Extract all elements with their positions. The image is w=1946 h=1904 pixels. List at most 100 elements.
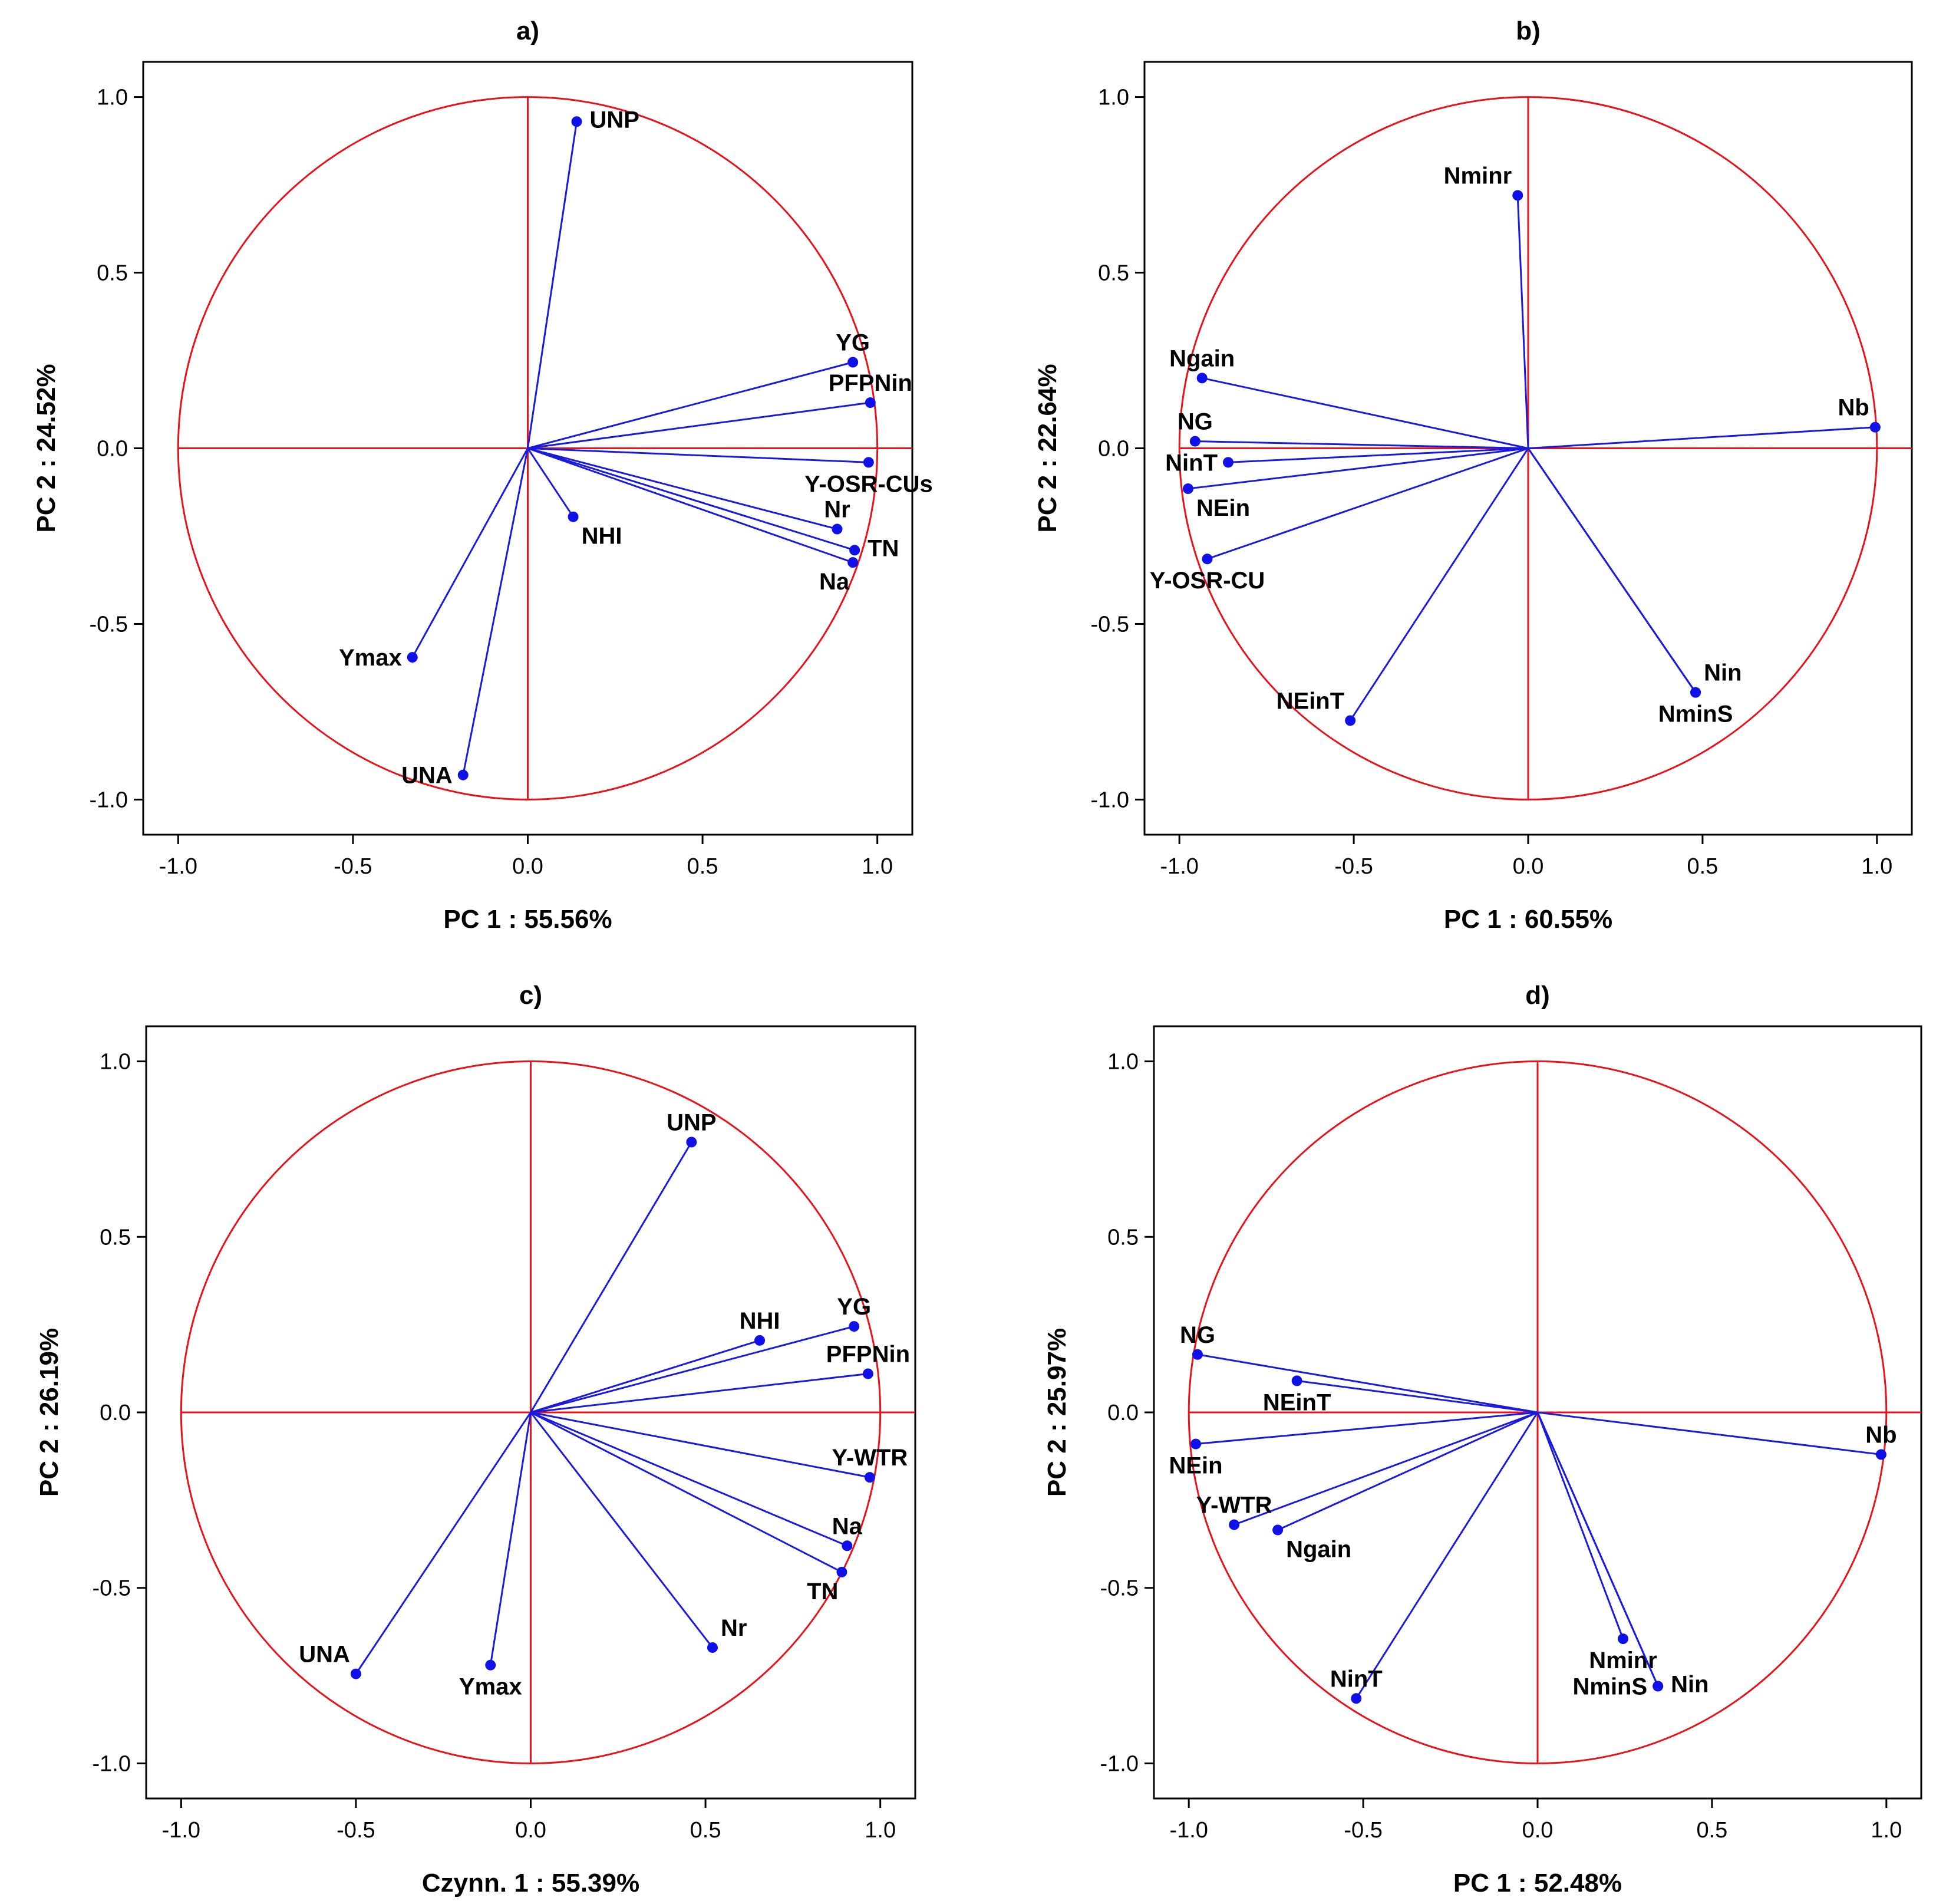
variable-label: Nb xyxy=(1838,395,1869,421)
x-tick-label: 1.0 xyxy=(862,854,893,879)
loading-vector xyxy=(1277,1411,1538,1531)
variable-label: Na xyxy=(819,569,850,595)
variable-label: Y-OSR-CU xyxy=(1150,568,1265,594)
loading-point xyxy=(863,457,874,468)
variable-label: NEinT xyxy=(1277,688,1345,714)
loading-vector xyxy=(1207,447,1529,560)
x-tick-label: 0.5 xyxy=(690,1818,721,1843)
loading-vector xyxy=(1188,447,1529,490)
variable-label: Y-WTR xyxy=(1196,1493,1272,1518)
variable-label: UNA xyxy=(401,763,453,789)
loading-point xyxy=(1351,1693,1362,1704)
y-axis-title: PC 2 : 24.52% xyxy=(32,364,61,532)
y-tick-label: 0.5 xyxy=(1107,1225,1139,1250)
loading-vector xyxy=(355,1412,532,1675)
variable-label: Ymax xyxy=(459,1674,522,1700)
loading-vector xyxy=(530,1411,843,1573)
loading-vector xyxy=(1537,1411,1882,1455)
loading-point xyxy=(686,1137,697,1148)
y-tick-label: 1.0 xyxy=(97,85,128,110)
y-tick-label: -0.5 xyxy=(93,1576,131,1601)
loading-point xyxy=(1202,554,1213,565)
y-tick-label: 0.0 xyxy=(1098,437,1129,462)
loading-point xyxy=(1690,687,1701,698)
loading-vector xyxy=(530,1339,760,1414)
y-tick-label: 0.5 xyxy=(1098,261,1129,286)
panel-b: -1.0 -0.5 0.0 0.5 1.0 1.0 0.5 0.0 -0.5 -1.0 Nminr N… xyxy=(1033,17,1913,934)
loading-point xyxy=(1272,1524,1284,1536)
variable-label: Nminr xyxy=(1444,163,1512,189)
loading-vector xyxy=(527,361,853,449)
loading-point xyxy=(754,1335,766,1346)
variable-label: Ngain xyxy=(1286,1536,1351,1562)
loading-vector xyxy=(411,447,529,658)
loading-vector xyxy=(527,447,574,518)
loading-vector xyxy=(530,1325,855,1414)
loading-point xyxy=(832,523,843,535)
loading-vector xyxy=(462,448,529,775)
loading-point xyxy=(842,1540,853,1551)
panel-title: d) xyxy=(1525,981,1550,1010)
x-axis-title: PC 1 : 60.55% xyxy=(1444,905,1612,934)
variable-label: Nr xyxy=(721,1615,747,1641)
variable-label: TN xyxy=(868,535,899,561)
loading-point xyxy=(1291,1375,1302,1386)
loading-point xyxy=(707,1642,718,1653)
loading-point xyxy=(865,397,876,409)
variable-label: Nr xyxy=(824,497,850,523)
variable-label: Nb xyxy=(1865,1422,1896,1448)
loading-vector xyxy=(530,1411,847,1547)
loading-vector xyxy=(1536,1412,1659,1687)
y-tick-label: -1.0 xyxy=(1091,788,1129,812)
loading-vector xyxy=(530,1411,870,1478)
y-tick-label: 0.0 xyxy=(1107,1401,1139,1425)
loading-point xyxy=(1869,421,1881,433)
loading-point xyxy=(1653,1681,1664,1692)
y-tick-label: -0.5 xyxy=(90,612,128,637)
loading-vector xyxy=(530,1373,869,1414)
loading-vector xyxy=(1527,447,1697,693)
variable-label: NinT xyxy=(1330,1666,1383,1692)
x-tick-label: -1.0 xyxy=(1169,1818,1208,1843)
y-tick-label: 0.0 xyxy=(97,437,128,462)
panel-title: b) xyxy=(1516,17,1541,45)
loading-point xyxy=(847,357,859,368)
loading-point xyxy=(1190,1438,1202,1450)
loading-vector xyxy=(1202,377,1529,449)
variable-label: NminS xyxy=(1658,701,1733,727)
loading-vector xyxy=(1228,447,1529,463)
loading-point xyxy=(1196,373,1208,384)
loading-point xyxy=(849,1321,860,1332)
variable-label: Ngain xyxy=(1169,345,1235,371)
x-axis-title: PC 1 : 55.56% xyxy=(443,905,612,934)
x-tick-label: -0.5 xyxy=(1344,1818,1382,1843)
variable-label: UNP xyxy=(667,1110,716,1136)
panel-d: -1.0 -0.5 0.0 0.5 1.0 1.0 0.5 0.0 -0.5 -1.0 NG NEin… xyxy=(1043,981,1922,1898)
loading-point xyxy=(847,557,859,568)
x-tick-label: -1.0 xyxy=(162,1818,200,1843)
y-tick-label: -1.0 xyxy=(1100,1751,1139,1776)
loading-point xyxy=(1189,436,1200,447)
variable-label: NinT xyxy=(1165,450,1218,476)
panel-title: c) xyxy=(519,981,542,1010)
x-tick-label: 0.5 xyxy=(1696,1818,1727,1843)
y-tick-label: -0.5 xyxy=(1100,1576,1139,1601)
loading-point xyxy=(1512,190,1523,201)
variable-label: YG xyxy=(836,330,870,356)
loading-point xyxy=(1192,1349,1203,1360)
loading-vector xyxy=(527,447,869,463)
variable-label: NEinT xyxy=(1263,1389,1331,1415)
loading-point xyxy=(1617,1633,1628,1645)
x-tick-label: 1.0 xyxy=(1861,854,1892,879)
loading-point xyxy=(568,511,579,522)
variable-label: NG xyxy=(1180,1322,1215,1348)
variable-label: NminS xyxy=(1572,1674,1647,1699)
variable-label: Nin xyxy=(1671,1671,1708,1697)
loading-vector xyxy=(1528,426,1875,449)
loading-vector xyxy=(527,121,578,449)
y-tick-label: 1.0 xyxy=(1098,85,1129,110)
loading-point xyxy=(457,769,469,780)
loading-vector xyxy=(1195,1411,1538,1445)
loading-point xyxy=(1875,1449,1886,1460)
